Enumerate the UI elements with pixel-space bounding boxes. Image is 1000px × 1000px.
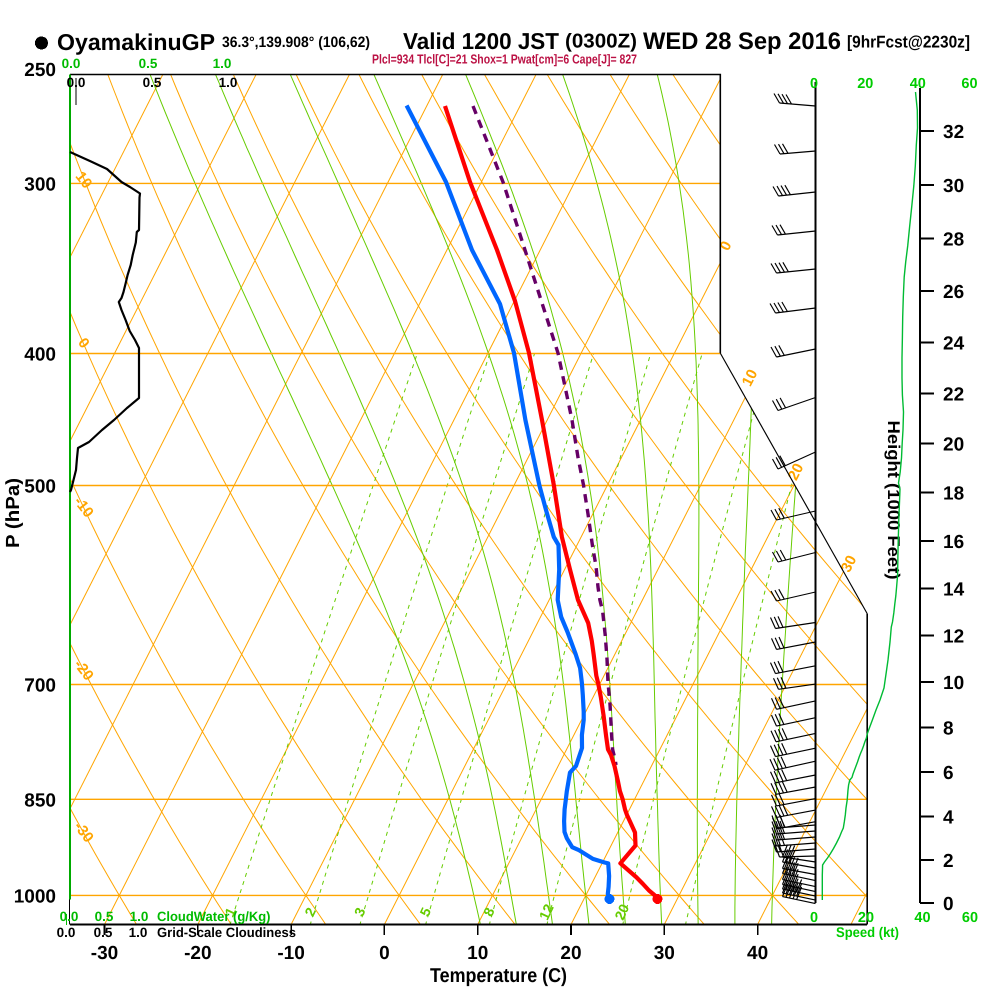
svg-text:300: 300 (24, 174, 56, 195)
svg-text:1.0: 1.0 (130, 909, 149, 924)
svg-text:0.0: 0.0 (62, 56, 81, 71)
svg-text:-30: -30 (91, 943, 118, 964)
svg-text:0.0: 0.0 (57, 925, 76, 940)
svg-text:10: 10 (943, 673, 964, 694)
svg-text:30: 30 (943, 176, 964, 197)
svg-text:18: 18 (943, 484, 964, 505)
svg-text:14: 14 (943, 580, 965, 601)
svg-text:2: 2 (943, 851, 954, 872)
svg-text:250: 250 (24, 60, 56, 81)
svg-text:0.5: 0.5 (139, 56, 158, 71)
svg-text:0.0: 0.0 (60, 909, 79, 924)
svg-text:700: 700 (24, 676, 56, 697)
svg-text:20: 20 (857, 76, 873, 92)
svg-text:32: 32 (943, 122, 964, 143)
svg-text:20: 20 (611, 901, 632, 922)
svg-text:WED 28 Sep 2016: WED 28 Sep 2016 (643, 28, 841, 55)
svg-text:1000: 1000 (14, 886, 56, 907)
svg-text:60: 60 (962, 910, 978, 926)
svg-text:Temperature (C): Temperature (C) (430, 965, 567, 987)
svg-text:OyamakinuGP: OyamakinuGP (57, 29, 215, 55)
svg-text:400: 400 (24, 345, 56, 366)
svg-text:20: 20 (943, 434, 964, 455)
svg-text:0.5: 0.5 (94, 925, 113, 940)
svg-text:0.5: 0.5 (143, 75, 162, 90)
svg-text:500: 500 (24, 477, 56, 498)
svg-text:16: 16 (943, 532, 964, 553)
svg-text:12: 12 (536, 901, 557, 922)
svg-text:12: 12 (943, 627, 964, 648)
svg-text:850: 850 (24, 790, 56, 811)
svg-text:1.0: 1.0 (213, 56, 232, 71)
svg-text:10: 10 (739, 367, 762, 390)
svg-text:4: 4 (943, 808, 954, 829)
svg-text:30: 30 (654, 943, 675, 964)
svg-text:40: 40 (914, 910, 930, 926)
svg-text:Valid 1200 JST: Valid 1200 JST (403, 28, 559, 54)
svg-text:8: 8 (943, 718, 954, 739)
svg-text:40: 40 (910, 76, 926, 92)
svg-text:0: 0 (810, 76, 818, 92)
svg-text:60: 60 (961, 76, 977, 92)
svg-text:Grid-Scale Cloudiness: Grid-Scale Cloudiness (157, 925, 296, 940)
svg-text:CloudWater (g/Kg): CloudWater (g/Kg) (157, 909, 271, 924)
svg-text:20: 20 (560, 943, 581, 964)
svg-text:P (hPa): P (hPa) (3, 478, 24, 548)
svg-text:Speed (kt): Speed (kt) (836, 924, 899, 940)
svg-text:(0300Z): (0300Z) (565, 31, 637, 53)
svg-text:[9hrFcst@2230z]: [9hrFcst@2230z] (847, 33, 970, 52)
svg-text:0: 0 (810, 910, 818, 926)
svg-text:10: 10 (72, 168, 96, 192)
svg-text:-20: -20 (184, 943, 211, 964)
svg-text:10: 10 (467, 943, 488, 964)
svg-text:36.3°,139.908° (106,62): 36.3°,139.908° (106,62) (222, 34, 370, 51)
svg-text:1.0: 1.0 (129, 925, 148, 940)
svg-text:-10: -10 (277, 943, 304, 964)
svg-text:22: 22 (943, 384, 964, 405)
svg-text:0: 0 (943, 894, 954, 915)
svg-text:20: 20 (858, 910, 874, 926)
svg-text:0: 0 (379, 943, 390, 964)
svg-text:1.0: 1.0 (219, 75, 238, 90)
svg-text:6: 6 (943, 763, 954, 784)
svg-text:40: 40 (747, 943, 768, 964)
svg-text:26: 26 (943, 282, 964, 303)
svg-text:0.5: 0.5 (95, 909, 114, 924)
svg-text:Plcl=934 Tlcl[C]=21 Shox=1 Pwa: Plcl=934 Tlcl[C]=21 Shox=1 Pwat[cm]=6 Ca… (372, 52, 637, 67)
svg-text:24: 24 (943, 334, 965, 355)
svg-text:30: 30 (838, 553, 861, 576)
svg-text:28: 28 (943, 230, 964, 251)
